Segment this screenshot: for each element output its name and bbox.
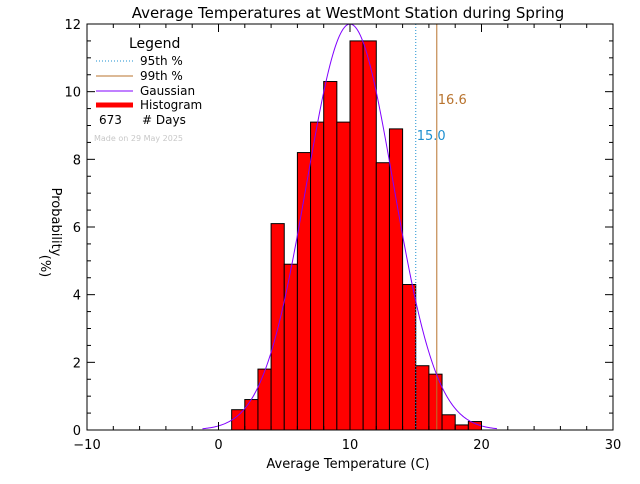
legend-label-95th: 95th % [140, 54, 183, 68]
histogram-bar [336, 121, 351, 431]
histogram-bar [441, 414, 456, 431]
percentile-lines: 15.0 16.6 [415, 24, 467, 430]
chart-title: Average Temperatures at WestMont Station… [132, 4, 565, 22]
histogram-bar [257, 368, 272, 431]
x-tick-label: −10 [73, 438, 100, 453]
histogram-bar [310, 121, 325, 431]
legend-label-gaussian: Gaussian [140, 84, 195, 98]
legend-title: Legend [129, 36, 180, 52]
y-tick-label: 10 [64, 86, 81, 101]
histogram-bar [231, 409, 246, 431]
x-tick-label: 20 [473, 438, 490, 453]
histogram-bar [349, 40, 364, 431]
y-axis-label: Probability [48, 188, 63, 257]
y-tick-label: 6 [73, 221, 81, 236]
histogram-bar [283, 263, 298, 431]
histogram-bar [244, 399, 259, 431]
histogram-bar [375, 162, 390, 431]
histogram-bar [362, 40, 377, 431]
x-tick-label: 0 [214, 438, 222, 453]
y-tick-label: 0 [73, 424, 81, 439]
y-tick-label: 4 [73, 289, 81, 304]
percentile-99-label: 16.6 [438, 93, 467, 108]
y-tick-label: 8 [73, 153, 81, 168]
legend-label-histogram: Histogram [140, 98, 202, 112]
histogram-bar [454, 424, 469, 431]
legend-label-99th: 99th % [140, 69, 183, 83]
legend-days-label: # Days [142, 113, 186, 127]
y-tick-label: 2 [73, 356, 81, 371]
percentile-95-label: 15.0 [417, 129, 446, 144]
y-axis-unit: (%) [37, 255, 52, 278]
y-axis-ticks: 0 2 4 6 8 10 12 [64, 18, 613, 439]
legend: Legend 95th % 99th % Gaussian Histogram … [96, 36, 202, 127]
histogram-bar [323, 81, 338, 431]
y-tick-label: 12 [64, 18, 81, 33]
legend-days-count: 673 [99, 113, 122, 127]
x-tick-label: 10 [342, 438, 359, 453]
histogram-bar [402, 284, 417, 431]
x-tick-label: 30 [605, 438, 622, 453]
x-axis-ticks: −10 0 10 20 30 [73, 24, 621, 453]
histogram-bar [415, 365, 430, 431]
histogram-bar [296, 152, 312, 431]
made-on-watermark: Made on 29 May 2025 [94, 134, 183, 143]
x-axis-label: Average Temperature (C) [266, 457, 429, 472]
